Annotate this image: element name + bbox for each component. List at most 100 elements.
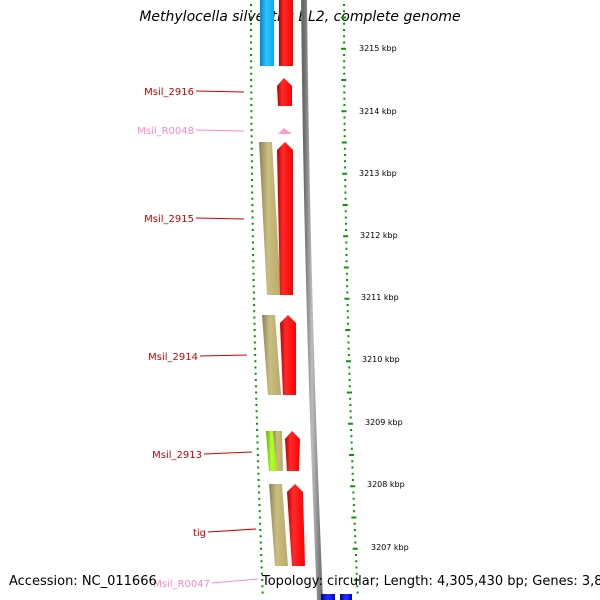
track-dot <box>347 335 350 338</box>
track-dot <box>343 97 346 100</box>
gene-label[interactable]: Msil_2914 <box>148 352 198 363</box>
gene-arrow-msil-2913 <box>285 431 300 471</box>
track-dot <box>259 529 262 531</box>
track-dot <box>254 379 257 381</box>
track-dot <box>346 304 349 306</box>
track-dot <box>250 172 253 175</box>
track-dot <box>250 79 253 81</box>
gene-label[interactable]: Msil_R0047 <box>153 579 210 590</box>
track-dot <box>254 372 257 375</box>
blue-feature <box>321 594 335 600</box>
backbone-ring <box>301 0 323 600</box>
track-dot <box>344 191 347 194</box>
track-dot <box>356 591 359 594</box>
track-dot <box>255 397 258 400</box>
track-dot <box>343 60 346 63</box>
gene-label[interactable]: Msil_2916 <box>144 87 194 98</box>
track-dot <box>342 172 348 175</box>
track-dot <box>252 291 255 294</box>
track-dot <box>343 4 346 6</box>
track-dot <box>349 397 352 400</box>
track-dot <box>260 547 263 550</box>
track-dot <box>250 47 253 50</box>
track-dot <box>256 435 259 438</box>
track-dot <box>343 122 346 125</box>
track-dot <box>352 491 355 494</box>
track-dot <box>253 316 256 319</box>
track-dot <box>259 541 262 544</box>
track-dot <box>354 554 357 556</box>
track-dot <box>349 416 352 419</box>
gene-label[interactable]: Msil_2915 <box>144 214 194 225</box>
track-dot <box>251 197 254 200</box>
track-dot <box>351 516 357 519</box>
track-dot <box>350 435 353 438</box>
track-dot <box>348 372 351 375</box>
track-dot <box>345 247 348 250</box>
track-dot <box>250 166 253 169</box>
track-dot <box>251 222 254 225</box>
track-dot <box>345 241 348 244</box>
track-dot <box>258 491 261 494</box>
track-dot <box>341 79 347 81</box>
track-dot <box>251 204 254 206</box>
track-dot <box>255 410 258 413</box>
ruler-tick-label: 3208 kbp <box>367 480 405 489</box>
track-dot <box>352 497 355 500</box>
track-dot <box>253 341 256 344</box>
track-dot <box>343 235 349 238</box>
track-dot <box>253 304 256 306</box>
track-dot <box>353 510 356 513</box>
track-dot <box>253 322 256 325</box>
track-dot <box>255 404 258 406</box>
track-dot <box>346 291 349 294</box>
track-dot <box>261 591 264 594</box>
track-dot <box>252 297 255 300</box>
track-dot <box>348 366 351 369</box>
track-dot <box>341 110 347 113</box>
ruler-labels: 3215 kbp 3214 kbp 3213 kbp 3212 kbp 3211… <box>359 44 409 552</box>
map-title: Methylocella silvestris BL2, complete ge… <box>139 9 461 25</box>
gene-label[interactable]: Msil_R0048 <box>137 126 194 137</box>
track-dot <box>250 122 253 125</box>
track-dot <box>251 216 254 219</box>
track-dot <box>343 66 346 69</box>
track-dot <box>251 179 254 181</box>
track-dot <box>350 485 356 488</box>
gene-label[interactable]: tig <box>193 528 206 539</box>
track-dot <box>252 247 255 250</box>
ruler-tick-label: 3213 kbp <box>359 169 397 178</box>
track-dot <box>349 404 352 406</box>
track-dot <box>256 447 259 450</box>
dotted-track-right <box>341 4 360 594</box>
track-dot <box>346 279 349 281</box>
track-dot <box>352 504 355 506</box>
track-dot <box>343 104 346 106</box>
cds-feature-olive <box>259 142 281 295</box>
track-dot <box>343 129 346 131</box>
cds-feature-cyan <box>260 0 274 66</box>
track-dot <box>250 110 253 113</box>
track-dot <box>251 185 254 188</box>
track-dot <box>343 29 346 31</box>
track-dot <box>345 229 348 231</box>
track-dot <box>252 254 255 256</box>
track-dot <box>250 10 253 13</box>
cds-feature-olive <box>273 431 283 471</box>
track-dot <box>354 541 357 544</box>
track-dot <box>356 585 359 588</box>
track-dot <box>250 66 253 69</box>
track-dot <box>260 560 263 563</box>
track-dot <box>252 260 255 263</box>
track-dot <box>252 279 255 281</box>
ruler-tick-label: 3214 kbp <box>359 107 397 116</box>
track-dot <box>255 416 258 419</box>
gene-label[interactable]: Msil_2913 <box>152 450 202 461</box>
track-dot <box>251 191 254 194</box>
track-dot <box>344 216 347 219</box>
track-dot <box>346 391 352 394</box>
track-dot <box>354 579 360 581</box>
gene-arrow-msil-2916 <box>277 78 292 106</box>
track-dot <box>350 441 353 444</box>
track-dot <box>250 141 253 144</box>
